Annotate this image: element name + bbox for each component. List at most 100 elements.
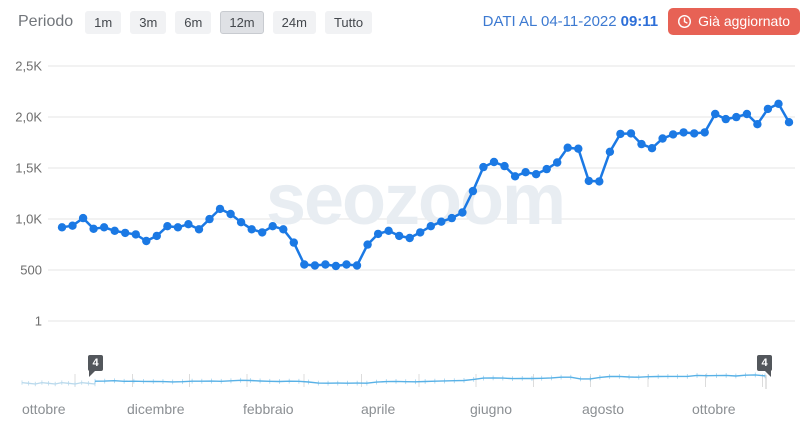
month-label-2: febbraio	[243, 401, 294, 417]
period-button-24m[interactable]: 24m	[272, 10, 316, 34]
month-label-1: dicembre	[127, 401, 185, 417]
data-point[interactable]	[542, 164, 551, 174]
data-updated-date: DATI AL 04-11-2022	[482, 13, 617, 30]
data-point[interactable]	[310, 261, 320, 270]
data-point[interactable]	[753, 120, 762, 129]
data-point[interactable]	[626, 129, 636, 138]
data-point[interactable]	[163, 222, 172, 231]
period-button-group: 1m 3m 6m 12m 24m Tutto	[85, 10, 381, 34]
data-point[interactable]	[595, 177, 604, 186]
month-label-0: ottobre	[22, 401, 66, 417]
data-point[interactable]	[700, 128, 709, 137]
data-point[interactable]	[405, 233, 414, 243]
data-point[interactable]	[384, 226, 393, 235]
data-point[interactable]	[289, 238, 298, 247]
data-point[interactable]	[184, 220, 193, 229]
series-line	[61, 102, 791, 268]
data-point[interactable]	[68, 221, 77, 230]
data-point[interactable]	[258, 228, 267, 237]
data-point[interactable]	[268, 222, 277, 231]
data-point[interactable]	[142, 236, 151, 246]
data-point[interactable]	[690, 129, 699, 138]
data-point[interactable]	[616, 129, 625, 139]
data-point[interactable]	[194, 225, 204, 234]
data-point[interactable]	[99, 223, 109, 232]
data-point[interactable]	[732, 112, 741, 122]
y-axis-label: 1,0K	[15, 212, 42, 227]
data-point[interactable]	[763, 104, 773, 114]
data-point[interactable]	[500, 161, 509, 171]
period-button-1m[interactable]: 1m	[85, 10, 122, 34]
data-point[interactable]	[121, 228, 130, 238]
data-point[interactable]	[416, 228, 425, 237]
data-point[interactable]	[131, 230, 140, 239]
data-point[interactable]	[711, 109, 720, 119]
period-button-tutto[interactable]: Tutto	[324, 10, 373, 34]
data-point[interactable]	[742, 109, 752, 119]
data-point[interactable]	[57, 223, 67, 232]
data-updated-time: 09:11	[620, 13, 659, 30]
period-button-12m[interactable]: 12m	[220, 10, 264, 34]
data-point[interactable]	[458, 208, 467, 217]
data-point[interactable]	[215, 204, 225, 214]
data-point[interactable]	[342, 260, 351, 269]
month-label-6: ottobre	[692, 401, 736, 417]
data-point[interactable]	[521, 168, 530, 177]
y-axis-label: 2,5K	[15, 59, 42, 74]
data-point[interactable]	[510, 172, 520, 181]
data-point[interactable]	[279, 225, 288, 234]
data-point[interactable]	[637, 139, 646, 149]
y-axis-label: 1	[35, 314, 42, 329]
navigator[interactable]	[0, 352, 806, 402]
navigator-handle-left[interactable]: 4	[88, 355, 103, 377]
data-point[interactable]	[574, 144, 583, 153]
data-point[interactable]	[489, 157, 499, 167]
period-button-3m[interactable]: 3m	[130, 10, 167, 34]
data-point[interactable]	[173, 223, 183, 232]
data-point[interactable]	[553, 158, 562, 167]
data-point[interactable]	[89, 224, 98, 233]
data-point[interactable]	[721, 114, 730, 124]
data-point[interactable]	[679, 128, 688, 137]
y-axis-label: 1,5K	[15, 161, 42, 176]
data-point[interactable]	[226, 209, 235, 219]
data-point[interactable]	[331, 261, 341, 271]
data-point[interactable]	[784, 118, 794, 127]
refresh-button[interactable]: Già aggiornato	[668, 8, 800, 35]
data-point[interactable]	[774, 99, 783, 108]
data-point[interactable]	[363, 240, 372, 249]
navigator-sparkline-outside	[21, 381, 96, 385]
data-point[interactable]	[352, 261, 362, 270]
data-point[interactable]	[426, 222, 435, 231]
navigator-handle-right[interactable]: 4	[757, 355, 772, 377]
data-point[interactable]	[152, 231, 161, 241]
data-point[interactable]	[236, 218, 246, 227]
data-point[interactable]	[605, 147, 615, 156]
y-axis-label: 2,0K	[15, 110, 42, 125]
data-point[interactable]	[563, 143, 572, 152]
data-point[interactable]	[658, 134, 667, 143]
data-point[interactable]	[479, 162, 488, 172]
data-point[interactable]	[205, 214, 214, 224]
data-point[interactable]	[321, 260, 330, 269]
data-point[interactable]	[447, 213, 456, 223]
data-point[interactable]	[437, 217, 446, 226]
data-point[interactable]	[395, 231, 404, 241]
data-point[interactable]	[78, 213, 88, 223]
data-point[interactable]	[531, 170, 541, 179]
watermark: seozoom	[266, 160, 564, 240]
data-point[interactable]	[373, 229, 383, 239]
data-point[interactable]	[584, 176, 593, 186]
period-button-6m[interactable]: 6m	[175, 10, 212, 34]
month-label-5: agosto	[582, 401, 625, 417]
data-point[interactable]	[300, 260, 309, 269]
data-point[interactable]	[468, 186, 478, 196]
data-point[interactable]	[110, 226, 119, 235]
data-point[interactable]	[247, 225, 256, 234]
refresh-button-label: Già aggiornato	[698, 13, 790, 29]
month-label-3: aprile	[361, 401, 396, 417]
toolbar: Periodo 1m 3m 6m 12m 24m Tutto DATI AL 04-11-…	[0, 0, 806, 44]
data-point[interactable]	[647, 144, 657, 153]
data-point[interactable]	[668, 130, 678, 139]
month-label-4: giugno	[470, 401, 513, 417]
